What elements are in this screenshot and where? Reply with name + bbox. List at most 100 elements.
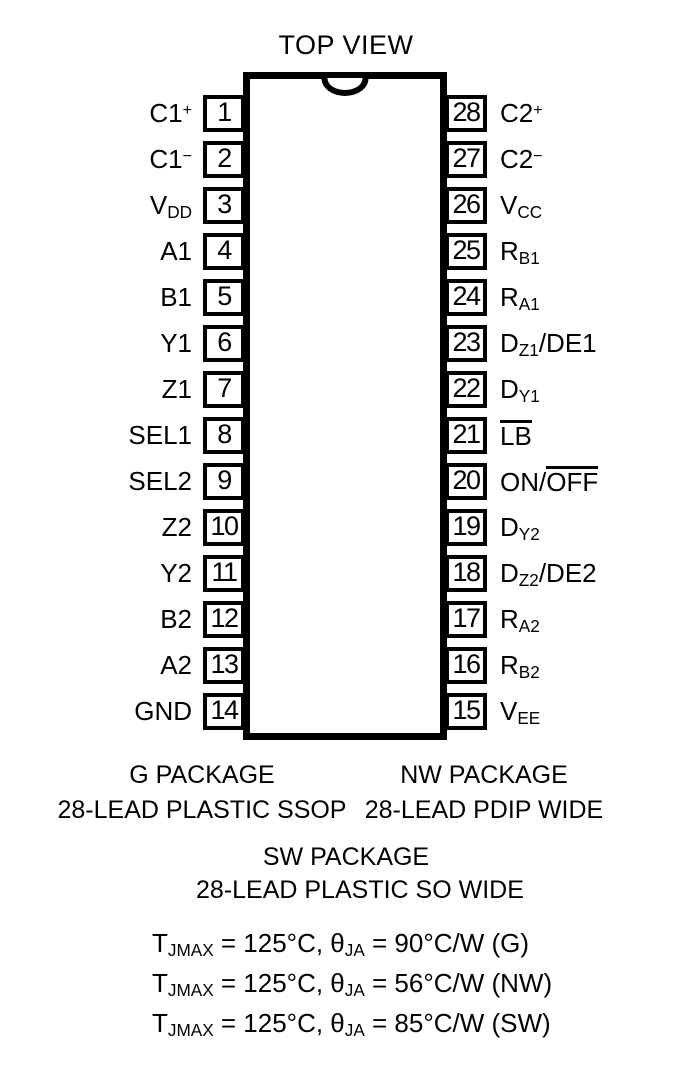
- pin-number-box: 18: [445, 554, 487, 592]
- pin-number-box: 21: [445, 416, 487, 454]
- pin-label: Z2: [162, 514, 192, 540]
- pin-row: GND 14: [0, 688, 245, 734]
- label-segment-sup: +: [533, 101, 543, 120]
- pin-number-box: 5: [203, 278, 245, 316]
- pin-number-box: 15: [445, 692, 487, 730]
- label-segment-txt: /DE2: [538, 558, 597, 588]
- label-segment-sup: +: [182, 101, 192, 120]
- label-segment-sub: A2: [518, 616, 540, 637]
- pin-row: 28 C2+: [445, 90, 677, 136]
- thermal-note-line: TJMAX = 125°C, θJA = 90°C/W (G): [152, 925, 552, 965]
- pin-row: 18 DZ2/DE2: [445, 550, 677, 596]
- top-view-label: TOP VIEW: [278, 30, 414, 60]
- pin-label: VCC: [500, 190, 542, 221]
- label-segment-sub: JA: [344, 1020, 365, 1041]
- nw-package-name: NW PACKAGE: [400, 761, 568, 789]
- label-segment-txt: V: [149, 190, 168, 220]
- pin-label: C1−: [149, 146, 192, 172]
- label-segment-txt: Z2: [161, 512, 192, 542]
- pin-label: B2: [160, 606, 192, 632]
- label-segment-txt: D: [500, 558, 519, 588]
- pin-number-box: 27: [445, 140, 487, 178]
- pin-row: 26 VCC: [445, 182, 677, 228]
- pin-row: 16 RB2: [445, 642, 677, 688]
- pin-label: DY1: [500, 376, 540, 405]
- pin-number-box: 28: [445, 94, 487, 132]
- sw-package-name: SW PACKAGE: [262, 843, 430, 871]
- label-segment-sub: DD: [167, 202, 192, 223]
- label-segment-txt: = 85°C/W (SW): [364, 1008, 551, 1038]
- pin-row: B2 12: [0, 596, 245, 642]
- pin-row: Y2 11: [0, 550, 245, 596]
- pin-row: 27 C2−: [445, 136, 677, 182]
- pin-label: DZ2/DE2: [500, 558, 597, 589]
- label-segment-sub: B1: [518, 248, 540, 269]
- label-segment-txt: Z1: [161, 374, 192, 404]
- label-segment-txt: V: [500, 190, 518, 220]
- label-segment-txt: Y1: [160, 328, 192, 358]
- pin-label: SEL1: [128, 422, 192, 448]
- pin-number-box: 19: [445, 508, 487, 546]
- label-segment-sub: Y2: [518, 524, 540, 545]
- pin-row: Z1 7: [0, 366, 245, 412]
- pin-number-box: 11: [203, 554, 245, 592]
- pin-label: GND: [134, 698, 192, 724]
- pin-row: 20 ON/OFF: [445, 458, 677, 504]
- pin-number-box: 13: [203, 646, 245, 684]
- pin-number-box: 8: [203, 416, 245, 454]
- pin-number-box: 10: [203, 508, 245, 546]
- pin-row: SEL2 9: [0, 458, 245, 504]
- thermal-note-line: TJMAX = 125°C, θJA = 85°C/W (SW): [152, 1005, 552, 1045]
- label-segment-txt: R: [500, 650, 519, 680]
- g-package-description: 28-LEAD PLASTIC SSOP: [57, 796, 347, 824]
- pin-number-box: 9: [203, 462, 245, 500]
- label-segment-sub: A1: [518, 294, 540, 315]
- pin-label: DY2: [500, 514, 540, 543]
- thermal-notes: TJMAX = 125°C, θJA = 90°C/W (G) TJMAX = …: [152, 925, 552, 1045]
- label-segment-txt: Y2: [160, 558, 192, 588]
- g-package-name: G PACKAGE: [129, 761, 275, 789]
- label-segment-txt: R: [500, 282, 519, 312]
- pin-row: A1 4: [0, 228, 245, 274]
- label-segment-txt: = 125°C, θ: [213, 968, 345, 998]
- label-segment-sub: JMAX: [167, 940, 214, 961]
- label-segment-txt: T: [152, 968, 168, 998]
- label-segment-txt: R: [500, 604, 519, 634]
- label-segment-txt: GND: [134, 696, 192, 726]
- pin-number-box: 3: [203, 186, 245, 224]
- pin-number-box: 20: [445, 462, 487, 500]
- pin-label: Y1: [160, 330, 192, 356]
- pin-number-box: 17: [445, 600, 487, 638]
- pin-number-box: 4: [203, 232, 245, 270]
- nw-package-description: 28-LEAD PDIP WIDE: [364, 796, 604, 824]
- pin-row: 17 RA2: [445, 596, 677, 642]
- pin-row: 21 LB: [445, 412, 677, 458]
- label-segment-sub: JA: [344, 940, 365, 961]
- thermal-note-line: TJMAX = 125°C, θJA = 56°C/W (NW): [152, 965, 552, 1005]
- right-pin-column: 28 C2+ 27 C2− 26 VCC 25 RB1 24 RA1 23 DZ…: [445, 90, 677, 734]
- chip-notch-icon: [321, 78, 369, 96]
- label-segment-sub: JA: [344, 980, 365, 1001]
- pin-row: 22 DY1: [445, 366, 677, 412]
- pin-label: C2+: [500, 100, 543, 126]
- left-pin-column: C1+ 1 C1− 2 VDD 3 A1 4 B1 5 Y1 6 Z1 7 SE…: [0, 90, 245, 734]
- pin-label: Z1: [162, 376, 192, 402]
- pin-label: Y2: [160, 560, 192, 586]
- label-segment-txt: V: [500, 696, 518, 726]
- pin-label: ON/OFF: [500, 466, 599, 496]
- pin-number-box: 26: [445, 186, 487, 224]
- pin-number-box: 6: [203, 324, 245, 362]
- pin-number-box: 12: [203, 600, 245, 638]
- label-segment-sub: Y1: [518, 386, 540, 407]
- label-segment-txt: C2: [500, 144, 534, 174]
- label-segment-txt: D: [500, 328, 519, 358]
- label-segment-sub: Z1: [518, 340, 539, 361]
- pin-row: C1+ 1: [0, 90, 245, 136]
- pin-number-box: 23: [445, 324, 487, 362]
- pin-number-box: 2: [203, 140, 245, 178]
- pin-row: Y1 6: [0, 320, 245, 366]
- label-segment-sup: −: [533, 147, 543, 166]
- label-segment-txt: = 90°C/W (G): [364, 928, 530, 958]
- pin-row: 19 DY2: [445, 504, 677, 550]
